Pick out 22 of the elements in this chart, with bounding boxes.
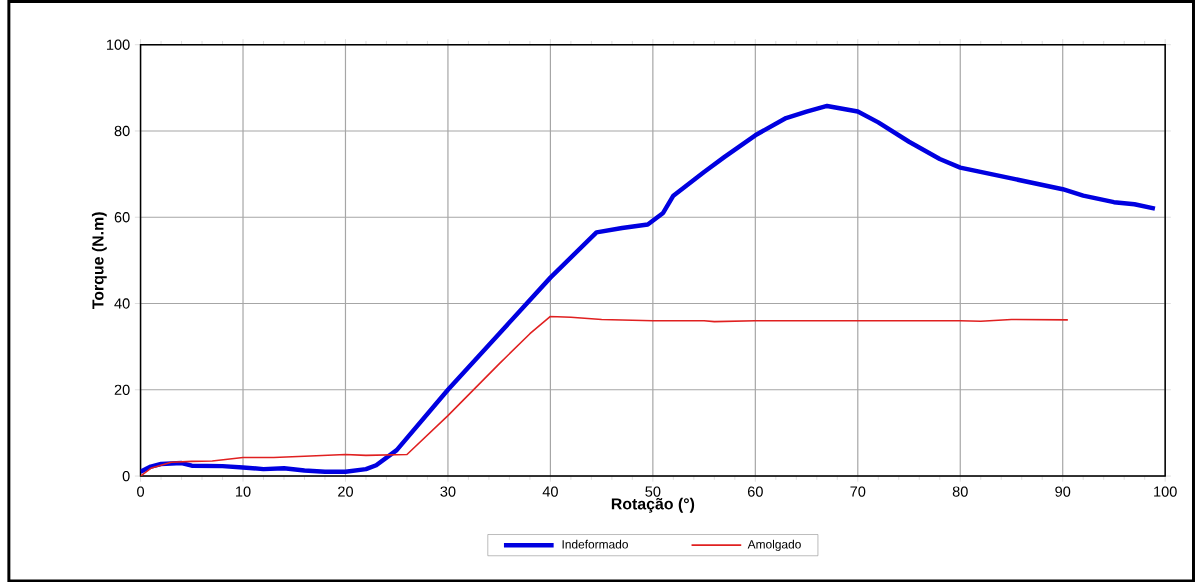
x-tick-label: 10 bbox=[236, 486, 251, 497]
line-series bbox=[140, 103, 1158, 474]
x-tick-label: 20 bbox=[338, 486, 353, 497]
y-axis-title: Torque (N.m) bbox=[91, 212, 107, 309]
x-tick-label: 80 bbox=[952, 486, 968, 497]
x-tick-label: 30 bbox=[440, 486, 456, 497]
y-tick-label: 0 bbox=[122, 470, 130, 482]
x-tick-label: 0 bbox=[137, 486, 145, 497]
x-tick-label: 70 bbox=[850, 486, 866, 497]
legend-label: Amolgado bbox=[747, 539, 801, 551]
x-axis-title: Rotação (°) bbox=[611, 497, 695, 513]
x-tick-label: 60 bbox=[747, 486, 763, 497]
x-tick-label: 50 bbox=[645, 486, 661, 497]
y-tick-label: 100 bbox=[107, 39, 130, 50]
y-tick-label: 20 bbox=[114, 384, 130, 395]
legend-label: Indeformado bbox=[562, 539, 628, 549]
y-tick-label: 80 bbox=[114, 125, 130, 136]
x-tick-label: 100 bbox=[1154, 486, 1177, 497]
x-tick-label: 40 bbox=[542, 486, 558, 497]
x-tick-label: 90 bbox=[1055, 486, 1071, 497]
y-tick-label: 60 bbox=[114, 211, 130, 223]
y-tick-label: 40 bbox=[114, 298, 130, 309]
